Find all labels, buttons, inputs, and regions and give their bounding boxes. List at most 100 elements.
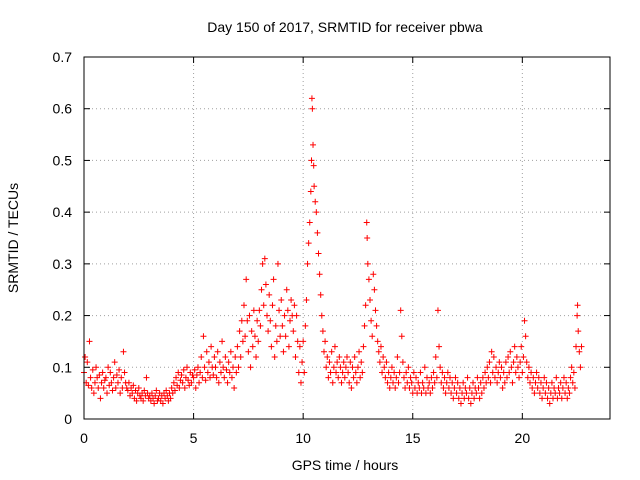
data-point [191, 366, 198, 373]
data-point [440, 384, 447, 391]
data-point [512, 369, 519, 376]
data-point [490, 353, 497, 360]
data-point [264, 312, 271, 319]
data-point [427, 390, 434, 397]
axis-tick-labels: 0 5 10 15 20 0 0.1 0.2 0.3 0.4 0.5 0.6 0.7 [53, 49, 531, 446]
data-point [448, 390, 455, 397]
data-point [382, 374, 389, 381]
data-point [383, 359, 390, 366]
data-point [256, 307, 263, 314]
data-point [141, 387, 148, 394]
data-point [280, 348, 287, 355]
data-point [304, 260, 311, 267]
y-axis-title: SRMTID / TECUs [5, 183, 21, 293]
data-point [532, 379, 539, 386]
data-point [376, 359, 383, 366]
data-point [327, 369, 334, 376]
data-point [205, 359, 212, 366]
data-point [456, 384, 463, 391]
data-point [426, 379, 433, 386]
data-point [543, 379, 550, 386]
data-point [419, 379, 426, 386]
data-point [294, 338, 301, 345]
data-point [393, 374, 400, 381]
data-point [239, 338, 246, 345]
data-point [528, 369, 535, 376]
data-point [370, 271, 377, 278]
y-tick-label: 0 [64, 411, 72, 427]
data-point [245, 348, 252, 355]
data-point [267, 317, 274, 324]
data-point [576, 348, 583, 355]
data-point [364, 235, 371, 241]
axis-ticks [83, 56, 610, 420]
data-point [190, 374, 197, 381]
data-point [339, 369, 346, 376]
data-point [302, 322, 309, 329]
data-point [387, 374, 394, 381]
data-point [238, 317, 245, 324]
data-point [240, 302, 247, 309]
data-point [405, 364, 412, 371]
data-point [297, 379, 304, 386]
data-point [231, 384, 238, 391]
x-tick-label: 0 [80, 430, 88, 446]
data-point [255, 338, 262, 345]
data-point [120, 348, 127, 355]
y-tick-label: 0.1 [53, 359, 73, 375]
data-point [283, 286, 290, 293]
data-point [348, 384, 355, 391]
data-point [347, 359, 354, 366]
data-point [537, 379, 544, 386]
chart-title: Day 150 of 2017, SRMTID for receiver pbw… [207, 19, 483, 35]
data-point [98, 379, 105, 386]
data-point [563, 379, 570, 386]
data-point [273, 338, 280, 345]
data-point [372, 307, 379, 314]
data-point [143, 374, 150, 381]
data-point [449, 379, 456, 386]
data-point [384, 379, 391, 386]
data-point [558, 395, 565, 402]
data-point [121, 369, 128, 376]
data-point [496, 359, 503, 366]
data-point [85, 382, 92, 389]
plot-frame [83, 56, 611, 420]
data-point [124, 387, 131, 394]
data-point [317, 291, 324, 298]
data-point [176, 384, 183, 391]
data-point [390, 379, 397, 386]
data-point [292, 353, 299, 360]
data-point [135, 384, 142, 391]
data-point [360, 343, 367, 350]
data-point [385, 369, 392, 376]
data-point [217, 369, 224, 376]
data-point [500, 369, 507, 376]
data-point [82, 353, 89, 360]
data-point [181, 384, 188, 391]
data-point [152, 392, 159, 399]
data-point [203, 348, 210, 355]
data-point [254, 317, 261, 324]
data-point [335, 374, 342, 381]
data-point [399, 359, 406, 366]
data-point [564, 395, 571, 402]
data-point [200, 333, 207, 340]
data-point [514, 364, 521, 371]
data-point [237, 353, 244, 360]
data-point [344, 353, 350, 360]
data-point [447, 374, 454, 381]
data-point [377, 343, 384, 350]
data-point [87, 374, 94, 381]
x-axis-title: GPS time / hours [292, 457, 399, 473]
data-point [539, 395, 546, 402]
data-point [484, 364, 491, 371]
data-point [249, 343, 256, 350]
data-point [113, 372, 120, 379]
data-point [170, 379, 177, 386]
data-point [244, 317, 251, 324]
data-point [546, 400, 553, 407]
data-point [320, 348, 327, 355]
